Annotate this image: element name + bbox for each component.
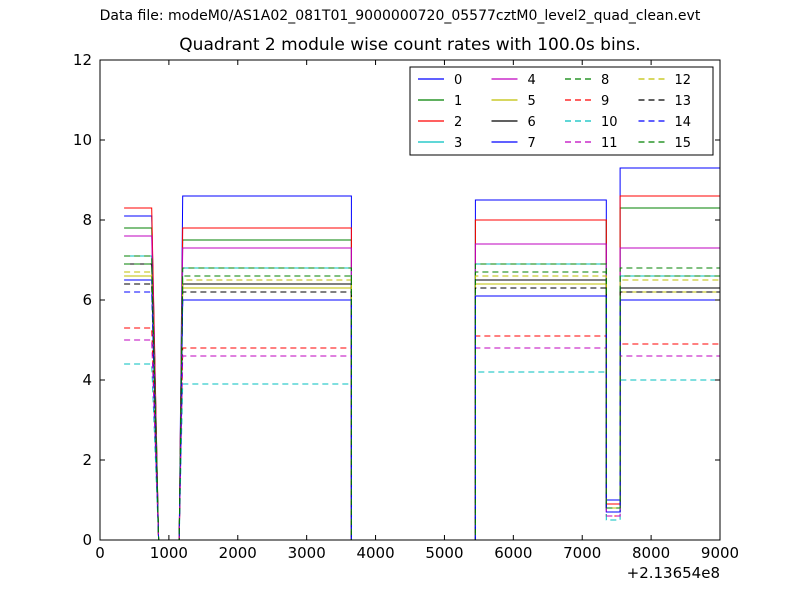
legend-entry-8: 8 (565, 73, 609, 88)
legend-entry-7: 7 (491, 136, 536, 151)
series-line-3 (124, 255, 720, 541)
x-tick-label: 1000 (150, 544, 188, 562)
series-line-13 (124, 283, 720, 541)
legend-entry-6: 6 (491, 115, 536, 130)
legend-entry-3: 3 (418, 136, 462, 151)
legend-label: 0 (454, 73, 462, 88)
legend-label: 6 (528, 115, 536, 130)
legend-entry-15: 15 (638, 136, 692, 151)
series-line-12 (124, 271, 720, 541)
y-tick-label: 8 (82, 211, 92, 229)
legend-label: 1 (454, 94, 462, 109)
y-tick-label: 12 (73, 51, 92, 69)
series-line-10 (124, 363, 720, 541)
x-tick-label: 5000 (425, 544, 463, 562)
x-offset-label: +2.13654e8 (627, 564, 720, 582)
legend-entry-11: 11 (565, 136, 618, 151)
legend-label: 10 (601, 115, 618, 130)
legend-entry-9: 9 (565, 94, 609, 109)
x-tick-label: 6000 (494, 544, 532, 562)
series-line-9 (124, 327, 720, 541)
series-layer (124, 167, 720, 541)
legend-entry-12: 12 (638, 73, 692, 88)
x-tick-label: 8000 (632, 544, 670, 562)
series-line-8 (124, 255, 720, 541)
legend-label: 8 (601, 73, 609, 88)
series-line-1 (124, 207, 720, 541)
legend-label: 14 (675, 115, 692, 130)
series-line-5 (124, 275, 720, 541)
legend-label: 2 (454, 115, 462, 130)
x-tick-label: 9000 (701, 544, 739, 562)
legend-label: 7 (528, 136, 536, 151)
series-line-14 (124, 291, 720, 541)
legend-label: 9 (601, 94, 609, 109)
series-line-15 (124, 263, 720, 541)
legend-entry-10: 10 (565, 115, 618, 130)
legend-entry-1: 1 (418, 94, 462, 109)
series-line-7 (124, 279, 720, 541)
series-line-0 (124, 167, 720, 541)
legend-label: 3 (454, 136, 462, 151)
y-tick-label: 0 (82, 531, 92, 549)
legend-entry-0: 0 (418, 73, 462, 88)
y-tick-label: 4 (82, 371, 92, 389)
x-tick-label: 3000 (288, 544, 326, 562)
legend-entry-2: 2 (418, 115, 462, 130)
legend-label: 11 (601, 136, 618, 151)
y-tick-label: 2 (82, 451, 92, 469)
x-tick-label: 4000 (356, 544, 394, 562)
legend-box (409, 66, 714, 156)
y-tick-label: 10 (73, 131, 92, 149)
legend-label: 13 (675, 94, 692, 109)
axis-layer: 0 1000 2000 3000 4000 5000 6000 7000 8000 9000 0 2 4… (73, 51, 739, 562)
x-tick-label: 2000 (219, 544, 257, 562)
series-line-6 (124, 263, 720, 541)
legend-label: 12 (675, 73, 692, 88)
y-tick-label: 6 (82, 291, 92, 309)
chart-title: Quadrant 2 module wise count rates with … (179, 35, 641, 55)
series-line-4 (124, 235, 720, 541)
legend-label: 5 (528, 94, 536, 109)
legend-label: 15 (675, 136, 692, 151)
legend-entry-14: 14 (638, 115, 692, 130)
legend-label: 4 (528, 73, 536, 88)
legend-entry-4: 4 (491, 73, 536, 88)
legend-entry-13: 13 (638, 94, 692, 109)
x-tick-label: 7000 (563, 544, 601, 562)
x-tick-label: 0 (95, 544, 105, 562)
legend-entry-5: 5 (491, 94, 536, 109)
figure-supertitle: Data file: modeM0/AS1A02_081T01_90000007… (99, 8, 701, 24)
series-line-11 (124, 339, 720, 541)
